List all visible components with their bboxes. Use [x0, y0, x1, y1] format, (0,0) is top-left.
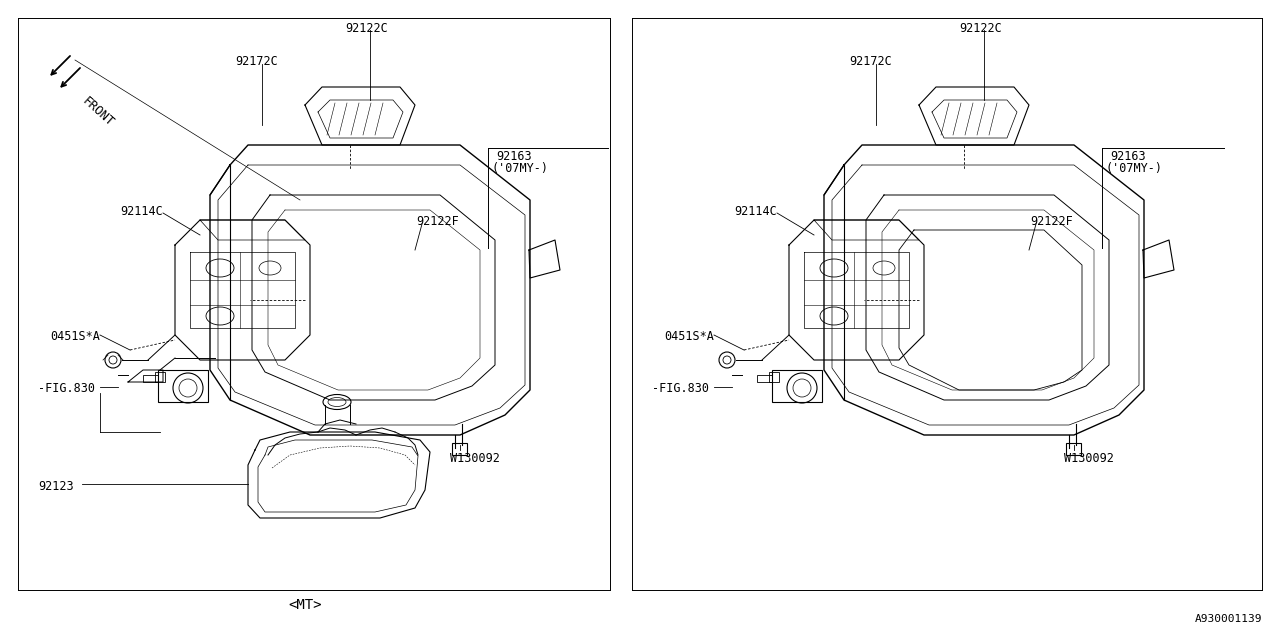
Text: ('07MY-): ('07MY-): [492, 162, 548, 175]
Bar: [772, 370, 822, 402]
Text: 92122C: 92122C: [346, 22, 388, 35]
Text: -FIG.830: -FIG.830: [652, 382, 709, 395]
Text: 92122F: 92122F: [416, 215, 458, 228]
Text: 92172C: 92172C: [236, 55, 278, 68]
Text: 92122F: 92122F: [1030, 215, 1073, 228]
Bar: [157, 370, 207, 402]
Text: 92114C: 92114C: [120, 205, 163, 218]
Text: 0451S*A: 0451S*A: [664, 330, 714, 343]
Text: 92122C: 92122C: [959, 22, 1002, 35]
Bar: [1066, 443, 1082, 455]
Text: 92172C: 92172C: [849, 55, 892, 68]
Text: -FIG.830: -FIG.830: [38, 382, 95, 395]
Bar: [452, 443, 467, 455]
Text: 0451S*A: 0451S*A: [50, 330, 100, 343]
Bar: [143, 375, 157, 382]
Text: W130092: W130092: [451, 452, 500, 465]
Bar: [756, 375, 772, 382]
Text: W130092: W130092: [1064, 452, 1114, 465]
Text: ('07MY-): ('07MY-): [1105, 162, 1162, 175]
Bar: [769, 372, 780, 382]
Text: 92163: 92163: [497, 150, 531, 163]
Text: <MT>: <MT>: [288, 598, 321, 612]
Text: 92114C: 92114C: [733, 205, 777, 218]
Bar: [155, 372, 165, 382]
Text: A930001139: A930001139: [1194, 614, 1262, 624]
Text: FRONT: FRONT: [79, 95, 116, 130]
Text: 92163: 92163: [1110, 150, 1146, 163]
Text: 92123: 92123: [38, 480, 74, 493]
